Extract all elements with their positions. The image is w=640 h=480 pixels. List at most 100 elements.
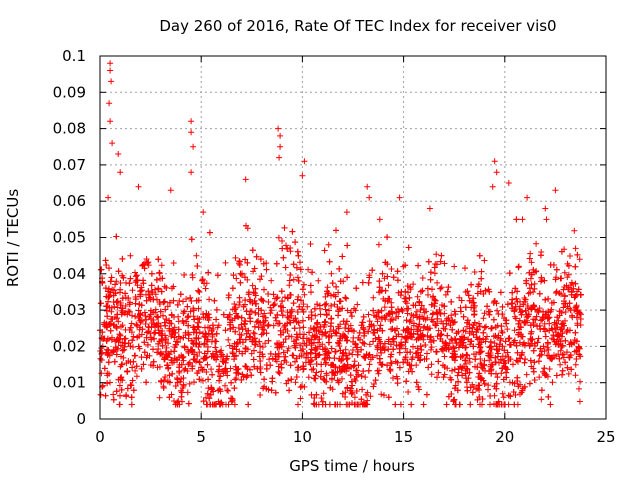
data-point [201, 341, 207, 348]
data-point [423, 391, 430, 398]
data-point [138, 287, 145, 294]
data-point [257, 256, 264, 263]
data-point [545, 315, 552, 322]
data-point [381, 392, 387, 399]
data-point [292, 239, 299, 246]
data-point [403, 378, 410, 385]
data-point [420, 336, 427, 343]
data-point [492, 359, 499, 366]
data-point [167, 187, 174, 194]
data-point [119, 255, 126, 262]
data-point [435, 327, 442, 334]
data-point [257, 276, 263, 283]
data-point [557, 347, 564, 354]
data-point [193, 252, 200, 259]
data-point [572, 304, 579, 311]
data-point [209, 331, 216, 338]
data-point [228, 379, 235, 386]
data-point [499, 329, 506, 336]
data-point [182, 365, 189, 372]
data-point [225, 387, 232, 394]
data-point [190, 340, 197, 347]
data-point [257, 358, 264, 364]
data-point [433, 261, 440, 268]
data-point [484, 333, 490, 340]
data-point [220, 311, 227, 318]
data-point [497, 289, 504, 296]
data-point [127, 324, 134, 331]
data-point [390, 316, 396, 323]
data-point [360, 313, 367, 320]
data-point [351, 394, 358, 401]
data-point [340, 318, 347, 325]
data-point [464, 288, 471, 295]
data-point [455, 344, 462, 351]
data-point [118, 323, 124, 330]
data-point [132, 300, 139, 307]
data-point [560, 320, 567, 327]
data-point [275, 363, 282, 370]
data-point [559, 367, 566, 374]
data-point [313, 369, 320, 376]
data-point [574, 322, 581, 329]
data-point [183, 296, 190, 302]
data-point [294, 334, 301, 341]
data-point [568, 289, 575, 296]
data-point [303, 350, 310, 357]
data-point [289, 228, 296, 235]
data-point [487, 338, 494, 345]
data-point [536, 290, 543, 297]
data-point [192, 326, 199, 333]
data-point [354, 351, 361, 358]
data-point [121, 310, 128, 317]
data-point [195, 305, 202, 312]
data-point [258, 331, 265, 338]
data-point [205, 376, 212, 383]
data-point [322, 345, 328, 352]
data-point [190, 313, 197, 320]
data-point [451, 345, 457, 352]
data-point [370, 383, 377, 390]
data-point [381, 304, 388, 311]
data-point [340, 353, 347, 359]
data-point [437, 258, 444, 265]
data-point [405, 244, 412, 251]
data-point [507, 393, 514, 400]
data-point [113, 337, 120, 344]
data-point [553, 288, 560, 295]
data-point [433, 251, 440, 258]
data-point [414, 314, 420, 321]
data-point [442, 291, 449, 298]
data-point [574, 251, 581, 258]
data-point [546, 327, 553, 334]
data-point [506, 270, 513, 277]
data-point [536, 374, 543, 381]
data-point [517, 303, 523, 310]
data-point [295, 293, 302, 300]
data-point [292, 344, 299, 351]
data-point [280, 349, 287, 356]
data-point [346, 401, 353, 408]
data-point [111, 358, 118, 365]
data-point [325, 241, 332, 248]
data-point [279, 245, 286, 252]
data-point [519, 216, 526, 223]
y-tick-label: 0.07 [53, 156, 86, 174]
data-point [261, 376, 268, 383]
data-point [359, 339, 366, 346]
data-point [115, 318, 122, 325]
data-point [554, 314, 561, 321]
data-point [117, 392, 123, 399]
x-tick-label: 0 [95, 428, 105, 446]
data-point [511, 307, 518, 314]
data-point [542, 296, 549, 303]
data-point [119, 295, 126, 302]
data-point [462, 265, 468, 272]
data-point [255, 311, 262, 318]
data-point [528, 271, 535, 278]
data-point [229, 397, 236, 404]
data-point [374, 318, 381, 325]
data-point [415, 386, 422, 393]
x-tick-label: 20 [495, 428, 514, 446]
data-point [384, 298, 391, 305]
